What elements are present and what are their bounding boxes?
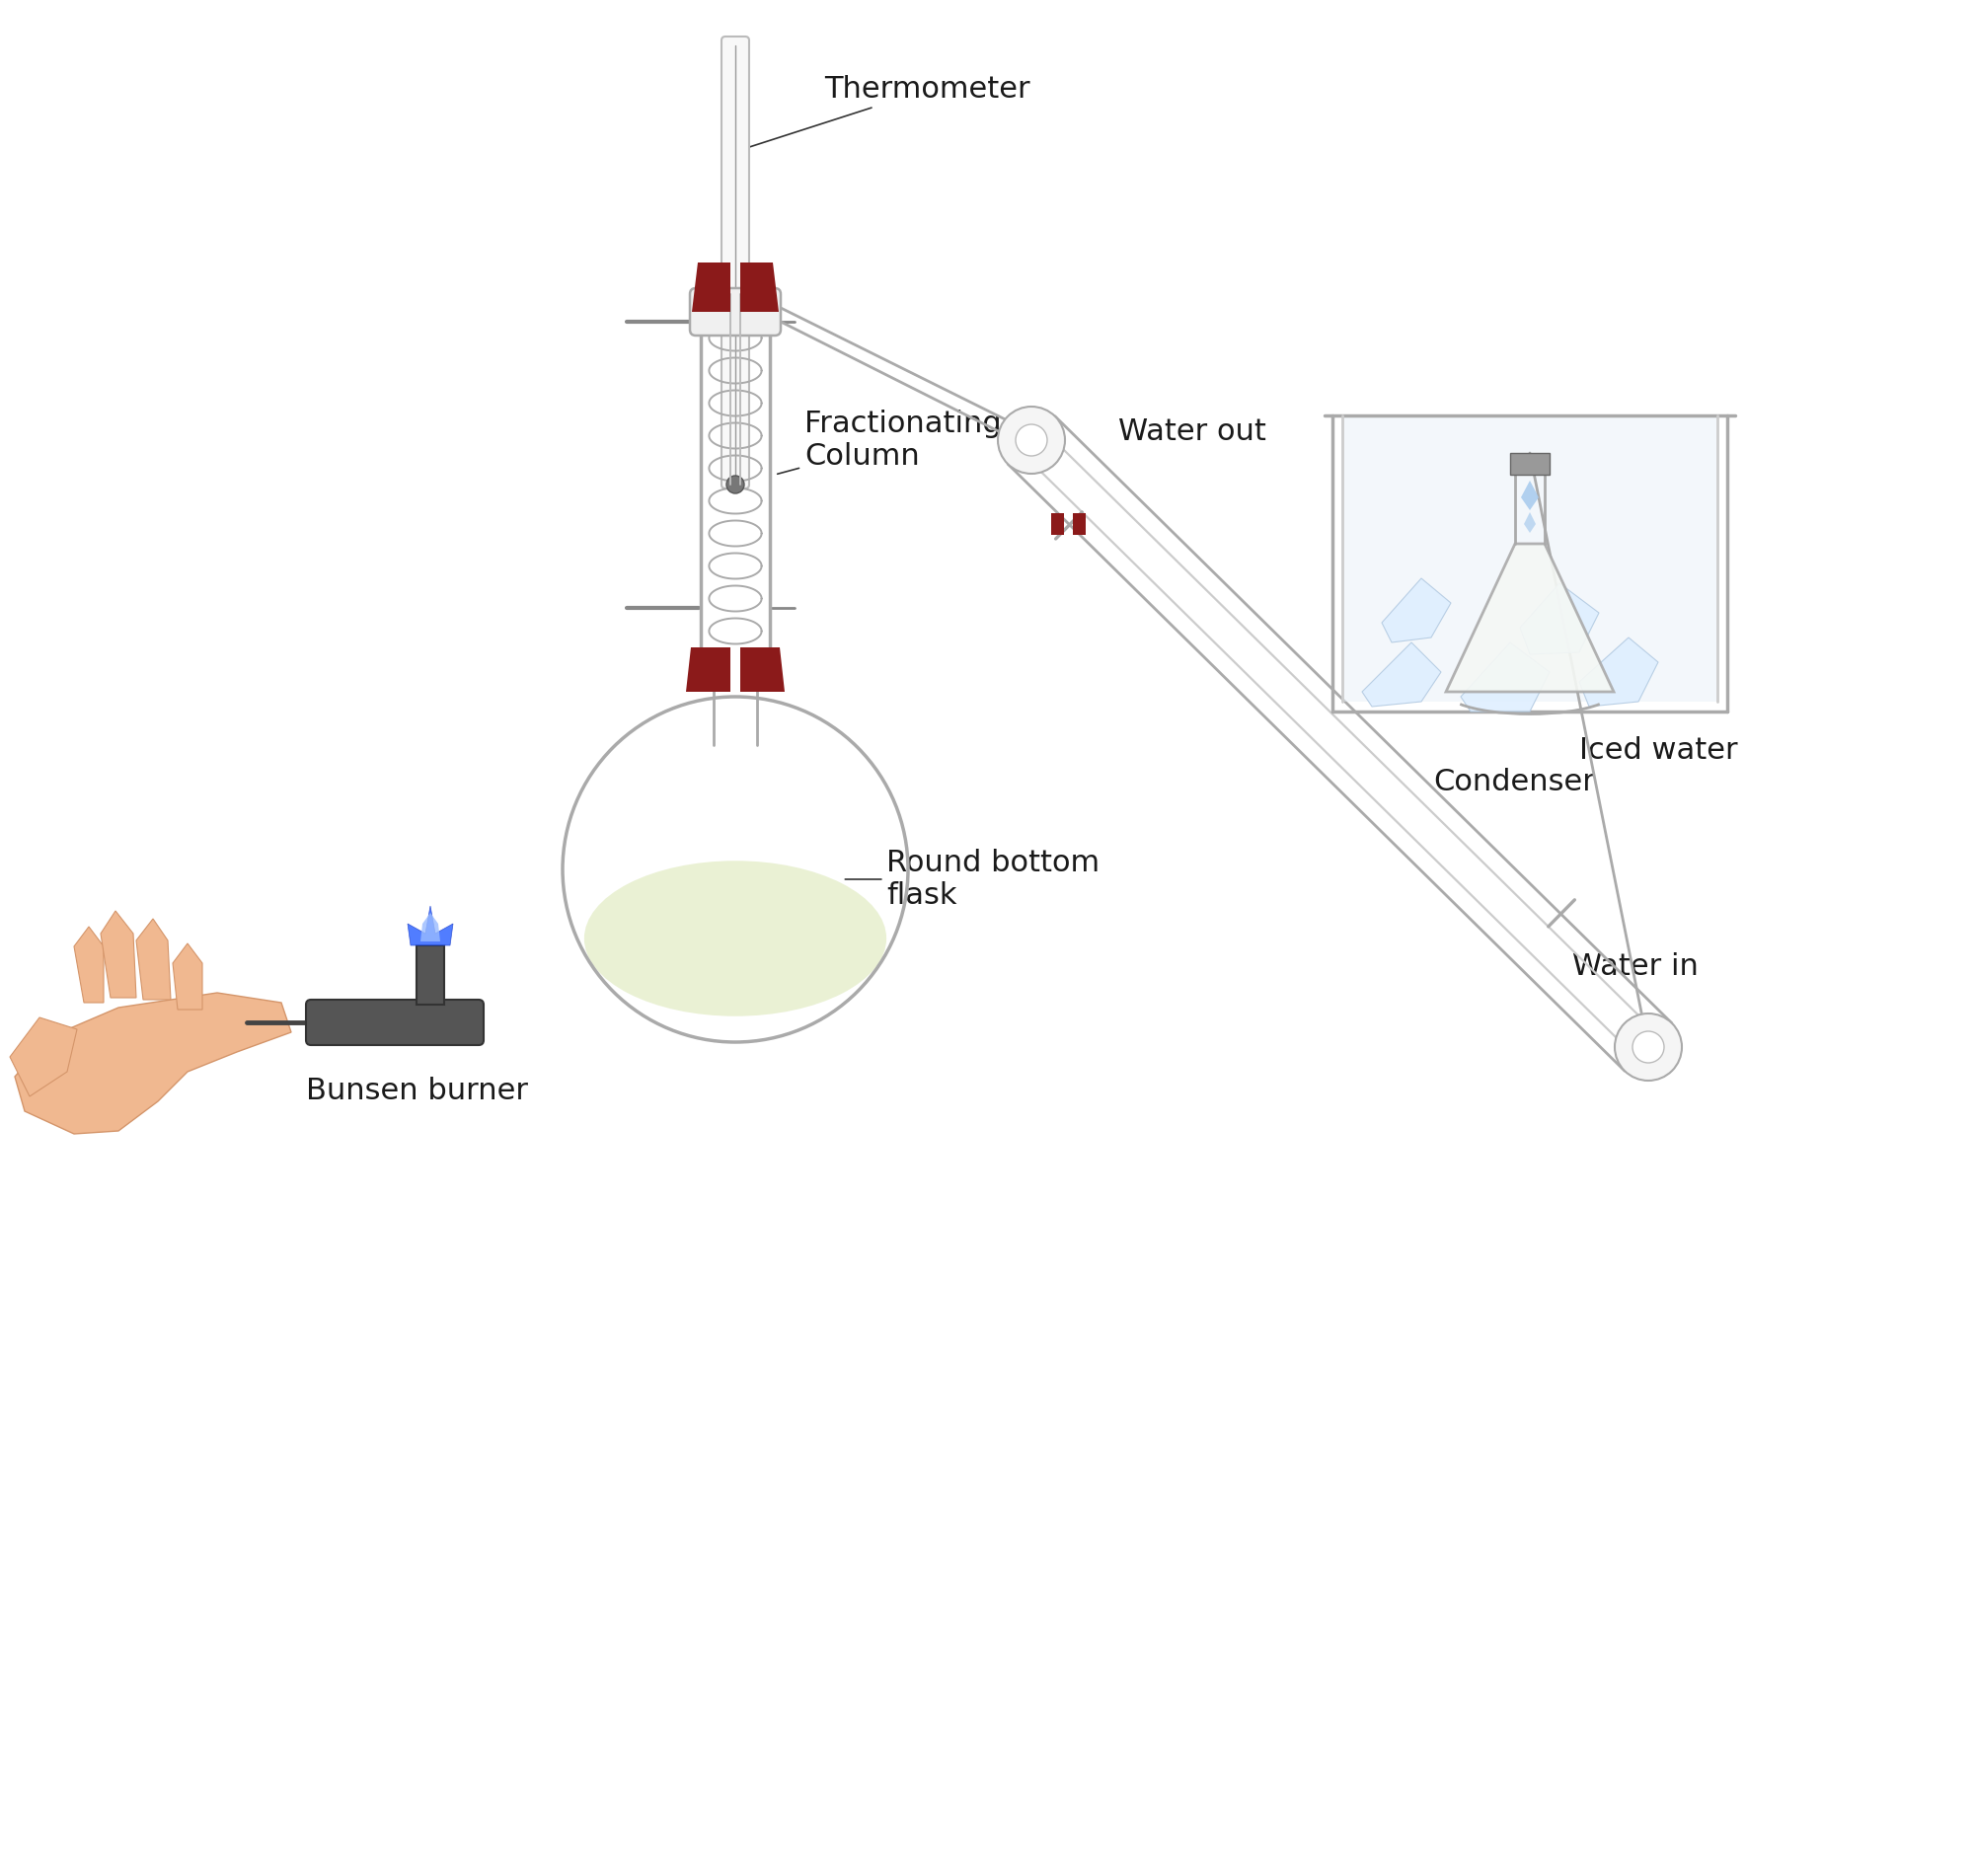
Polygon shape xyxy=(75,927,103,1002)
Bar xyxy=(1050,514,1064,535)
Polygon shape xyxy=(1579,638,1658,707)
Text: Iced water: Iced water xyxy=(1579,735,1737,765)
Polygon shape xyxy=(101,912,136,998)
Polygon shape xyxy=(1524,512,1536,533)
Polygon shape xyxy=(1362,642,1441,707)
Circle shape xyxy=(1632,1032,1664,1064)
Text: Fractionating
Column: Fractionating Column xyxy=(778,409,1001,475)
Polygon shape xyxy=(174,944,201,1009)
Polygon shape xyxy=(693,263,730,311)
Circle shape xyxy=(999,407,1066,473)
FancyBboxPatch shape xyxy=(722,36,750,488)
Polygon shape xyxy=(1461,642,1550,711)
Circle shape xyxy=(726,477,744,493)
Polygon shape xyxy=(740,647,786,692)
Text: Thermometer: Thermometer xyxy=(746,75,1030,148)
Ellipse shape xyxy=(584,861,886,1017)
Polygon shape xyxy=(1520,583,1599,655)
Text: Water in: Water in xyxy=(1573,951,1698,981)
Polygon shape xyxy=(136,919,172,1000)
FancyBboxPatch shape xyxy=(306,1000,484,1045)
Text: Bunsen burner: Bunsen burner xyxy=(306,1077,529,1105)
Bar xyxy=(417,946,444,1006)
Text: Round bottom
flask: Round bottom flask xyxy=(845,848,1100,910)
Bar xyxy=(1342,415,1717,702)
Circle shape xyxy=(1615,1013,1682,1081)
Bar xyxy=(1072,514,1086,535)
Text: Water out: Water out xyxy=(1117,418,1265,446)
Polygon shape xyxy=(16,992,292,1133)
Text: Condenser: Condenser xyxy=(1433,767,1595,797)
Polygon shape xyxy=(687,647,730,692)
Polygon shape xyxy=(1445,544,1615,692)
Polygon shape xyxy=(407,906,454,946)
Polygon shape xyxy=(1382,578,1451,642)
Circle shape xyxy=(1015,424,1046,456)
Polygon shape xyxy=(1520,480,1540,510)
Polygon shape xyxy=(420,914,440,942)
Bar xyxy=(1510,452,1550,475)
FancyBboxPatch shape xyxy=(691,289,782,336)
Polygon shape xyxy=(10,1017,77,1096)
Polygon shape xyxy=(740,263,778,311)
